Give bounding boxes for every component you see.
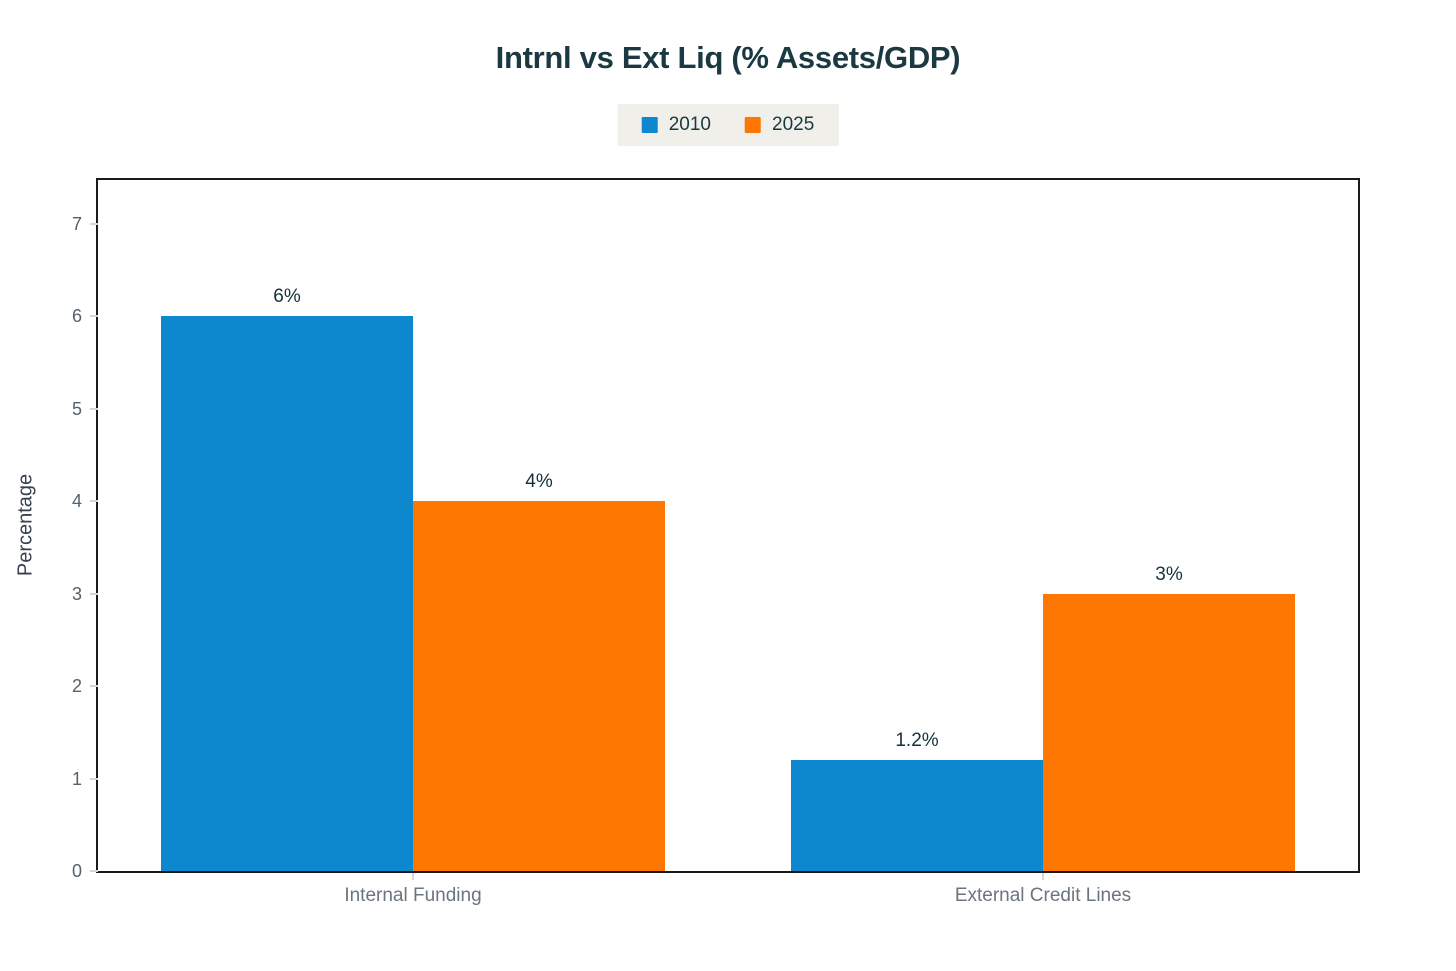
y-tick-mark-5 [90, 407, 98, 410]
y-tick-label-4: 4 [71, 491, 82, 512]
chart-title: Intrnl vs Ext Liq (% Assets/GDP) [495, 40, 961, 75]
y-tick-label-2: 2 [71, 676, 82, 697]
bar-2010-external-credit-lines [791, 760, 1043, 871]
y-tick-mark-3 [90, 592, 98, 595]
bar-value-label-2010-external-credit-lines: 1.2% [895, 730, 939, 752]
legend-swatch-2025 [745, 117, 761, 133]
y-tick-label-1: 1 [71, 768, 82, 789]
x-tick-label-internal-funding: Internal Funding [344, 885, 482, 906]
y-tick-mark-6 [90, 315, 98, 318]
legend-item-2010: 2010 [641, 114, 711, 136]
legend: 2010 2025 [617, 104, 839, 146]
bar-groups: 6% 4% Internal Funding 1.2% 3% External Credi… [98, 180, 1358, 906]
bar-group-external-credit-lines: 1.2% 3% External Credit Lines [728, 180, 1358, 906]
y-axis-title: Percentage [14, 473, 37, 577]
legend-item-2025: 2025 [745, 114, 814, 136]
bar-value-label-2010-internal-funding: 6% [273, 286, 301, 308]
bar-2025-internal-funding [413, 501, 665, 871]
y-tick-label-6: 6 [71, 306, 82, 327]
y-tick-label-5: 5 [71, 398, 82, 419]
y-tick-label-0: 0 [71, 861, 82, 881]
x-tick-label-external-credit-lines: External Credit Lines [954, 885, 1132, 906]
bar-group-internal-funding: 6% 4% Internal Funding [98, 180, 728, 906]
y-tick-label-3: 3 [71, 583, 82, 604]
x-tick-mark-external-credit-lines [1042, 873, 1044, 880]
legend-swatch-2010 [641, 117, 658, 133]
bar-value-label-2025-internal-funding: 4% [525, 471, 553, 493]
legend-label-2010: 2010 [668, 114, 711, 135]
plot-area: 0 1 2 3 4 5 6 7 6% 4% Internal Funding 1.2% 3% Exter… [72, 178, 1360, 906]
y-tick-mark-7 [90, 223, 98, 226]
y-tick-mark-0 [90, 870, 98, 872]
y-tick-mark-2 [90, 685, 98, 688]
legend-label-2025: 2025 [772, 114, 815, 135]
x-tick-mark-internal-funding [412, 873, 414, 880]
y-tick-mark-4 [90, 500, 98, 503]
bar-2025-external-credit-lines [1043, 593, 1295, 871]
bar-2010-internal-funding [161, 316, 413, 871]
y-tick-label-7: 7 [71, 214, 82, 235]
y-tick-mark-1 [90, 777, 98, 780]
bar-value-label-2025-external-credit-lines: 3% [1155, 563, 1183, 585]
